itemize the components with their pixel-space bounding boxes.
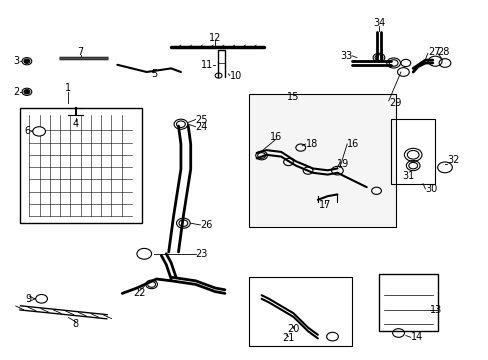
Text: 18: 18 <box>305 139 317 149</box>
Text: 21: 21 <box>282 333 294 343</box>
Text: 20: 20 <box>286 324 299 334</box>
Text: 16: 16 <box>269 132 282 142</box>
Text: 23: 23 <box>195 249 207 259</box>
Text: 13: 13 <box>429 305 442 315</box>
Text: 30: 30 <box>425 184 437 194</box>
Text: 11: 11 <box>200 60 212 70</box>
Bar <box>20 108 142 223</box>
Text: 33: 33 <box>339 51 351 61</box>
Text: 32: 32 <box>447 155 459 165</box>
Text: 16: 16 <box>346 139 359 149</box>
Text: 1: 1 <box>65 83 71 93</box>
Circle shape <box>24 59 30 63</box>
Bar <box>249 94 395 227</box>
Circle shape <box>24 90 30 94</box>
Text: 17: 17 <box>318 200 331 210</box>
Text: 15: 15 <box>286 92 299 102</box>
Bar <box>390 119 434 184</box>
Text: 4: 4 <box>73 119 79 129</box>
Text: 31: 31 <box>401 171 414 181</box>
Circle shape <box>22 58 32 65</box>
Circle shape <box>36 294 47 303</box>
Text: 22: 22 <box>133 288 145 298</box>
Text: 6: 6 <box>24 126 31 136</box>
Text: 24: 24 <box>195 122 207 132</box>
Text: 2: 2 <box>13 87 20 97</box>
Text: 28: 28 <box>437 47 449 57</box>
Text: 34: 34 <box>372 18 385 28</box>
Text: 9: 9 <box>25 294 31 304</box>
Text: 5: 5 <box>151 69 158 79</box>
Text: 29: 29 <box>388 98 400 108</box>
Circle shape <box>22 88 32 95</box>
Text: 14: 14 <box>410 332 422 342</box>
Text: 3: 3 <box>13 56 20 66</box>
Text: 19: 19 <box>337 159 349 169</box>
Text: 12: 12 <box>208 33 221 43</box>
Text: 10: 10 <box>229 71 242 81</box>
Text: 26: 26 <box>200 220 212 230</box>
Circle shape <box>33 127 45 136</box>
Text: 25: 25 <box>195 114 208 125</box>
Text: 7: 7 <box>78 47 83 57</box>
Bar <box>249 277 351 346</box>
Bar <box>378 274 437 331</box>
Text: 8: 8 <box>73 319 79 329</box>
Text: 27: 27 <box>427 47 440 57</box>
